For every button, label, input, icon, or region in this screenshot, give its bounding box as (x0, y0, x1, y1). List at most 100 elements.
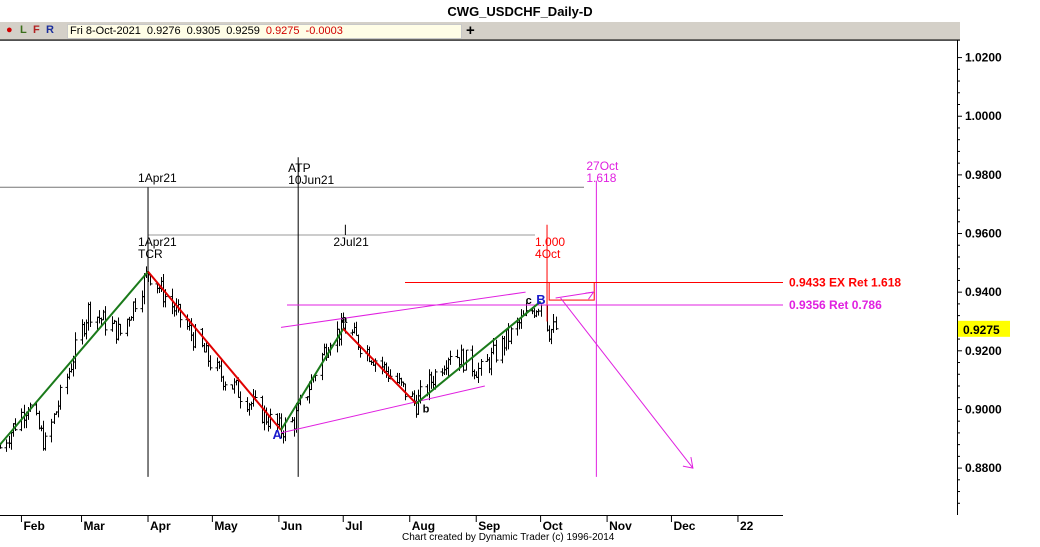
ohlc-bar (489, 347, 494, 376)
ohlc-bar (110, 316, 115, 332)
time-marker-label: 1.000 (535, 235, 565, 249)
ohlc-bar (500, 335, 505, 364)
time-marker-label: 1Apr21 (138, 235, 177, 249)
ohlc-bar (127, 316, 132, 327)
time-marker-label: 10Jun21 (288, 173, 334, 187)
wave-label: c (526, 295, 532, 307)
ohlc-bar (69, 363, 74, 373)
ohlc-bar (232, 378, 237, 394)
ohlc-bar (322, 343, 327, 356)
time-marker-label: 1Apr21 (138, 171, 177, 185)
x-tick-label: Aug (412, 519, 435, 533)
x-tick-label: 22 (740, 519, 754, 533)
quote-change: -0.0003 (305, 25, 343, 37)
ohlc-bar (4, 439, 9, 452)
ohlc-bar (444, 360, 449, 375)
chart-frame (0, 39, 960, 516)
ohlc-bar (217, 360, 222, 369)
ohlc-bar (101, 309, 106, 321)
wave-leg (415, 300, 542, 405)
y-tick-label: 0.9600 (965, 227, 1002, 241)
ohlc-bar (202, 343, 207, 353)
ohlc-bar (58, 384, 63, 410)
wave-label: A (272, 427, 282, 442)
ohlc-bar (208, 355, 213, 371)
last-price-marker (958, 320, 1010, 337)
ohlc-bar (80, 319, 85, 345)
quote-high: 0.9305 (186, 25, 221, 37)
ohlc-bar (448, 350, 453, 365)
ohlc-bar (65, 373, 70, 395)
time-marker-label: 27Oct (586, 159, 619, 173)
ohlc-bar (86, 302, 91, 331)
wave-label: B (536, 292, 545, 307)
channel-line (280, 385, 485, 434)
toolbar-r-button[interactable]: R (46, 24, 54, 36)
chart-labels: 0.9433 EX Ret 1.618 0.9356 Ret 0.786 Aa b c B… (138, 159, 901, 442)
ohlc-bar (52, 413, 57, 424)
wave-label: a (341, 314, 348, 326)
quote-close: 0.9275 (265, 25, 300, 37)
time-marker-label: 4Oct (535, 247, 561, 261)
ohlc-bar (459, 344, 464, 366)
info-toolbar: ● L F R Fri 8-Oct-2021 0.9276 0.9305 0.9259… (0, 22, 960, 41)
projection-arrow-shaft (560, 297, 694, 469)
ohlc-bar (401, 381, 406, 388)
ohlc-bar (429, 371, 434, 389)
wave-leg (0, 270, 149, 446)
ohlc-bar (206, 344, 211, 367)
toolbar-f-button[interactable]: F (33, 24, 40, 36)
projection-arrow-head-small (585, 291, 595, 300)
ohlc-bar (433, 369, 438, 390)
ohlc-bar (474, 371, 479, 378)
ohlc-bar (133, 298, 138, 313)
target-box (548, 281, 595, 301)
record-dot-icon[interactable]: ● (6, 24, 13, 36)
add-plus-button[interactable]: + (466, 22, 475, 39)
time-marker-label: ATP (288, 161, 310, 175)
ohlc-bar (354, 321, 359, 337)
quote-open: 0.9276 (146, 25, 181, 37)
ohlc-bar (532, 308, 537, 318)
ohlc-bar (13, 418, 18, 432)
time-marker-label: TCR (138, 247, 163, 261)
ohlc-bar (487, 357, 492, 374)
ohlc-bar (249, 401, 254, 410)
ohlc-bar (7, 435, 12, 449)
ohlc-bar (427, 369, 432, 401)
ohlc-bar (97, 310, 102, 324)
ohlc-bar (440, 368, 445, 377)
ohlc-bar (509, 327, 514, 345)
wave-leg (280, 328, 345, 431)
x-tick-label: Feb (23, 519, 44, 533)
ohlc-bar (221, 375, 226, 391)
x-tick-label: Oct (543, 519, 563, 533)
ohlc-bar (131, 301, 136, 321)
price-level-label: 0.9356 Ret 0.786 (789, 298, 882, 312)
ohlc-bar (554, 316, 559, 330)
ohlc-bar (352, 322, 357, 334)
wave-leg (147, 270, 282, 431)
y-tick-label: 1.0000 (965, 109, 1002, 123)
ohlc-bar (549, 328, 554, 345)
ohlc-bar (223, 381, 228, 391)
ohlc-bar (292, 417, 297, 437)
ohlc-bar (238, 391, 243, 409)
ohlc-bar (118, 323, 123, 336)
quote-readout: Fri 8-Oct-2021 0.9276 0.9305 0.9259 0.9275 -0… (67, 24, 462, 39)
time-marker-label: 2Jul21 (333, 235, 369, 249)
toolbar-l-button[interactable]: L (20, 24, 27, 36)
ohlc-bar (125, 318, 130, 337)
price-bars (0, 266, 559, 452)
ohlc-bar (191, 332, 196, 351)
ohlc-bar (43, 432, 48, 451)
projection-arrow-head (682, 456, 694, 469)
wave-leg (342, 328, 417, 405)
last-price-label: 0.9275 (963, 323, 1000, 337)
ohlc-bar (461, 348, 466, 373)
ohlc-bar (455, 349, 460, 359)
ohlc-bar (502, 336, 507, 356)
ohlc-bar (464, 349, 469, 371)
ohlc-bar (476, 362, 481, 384)
